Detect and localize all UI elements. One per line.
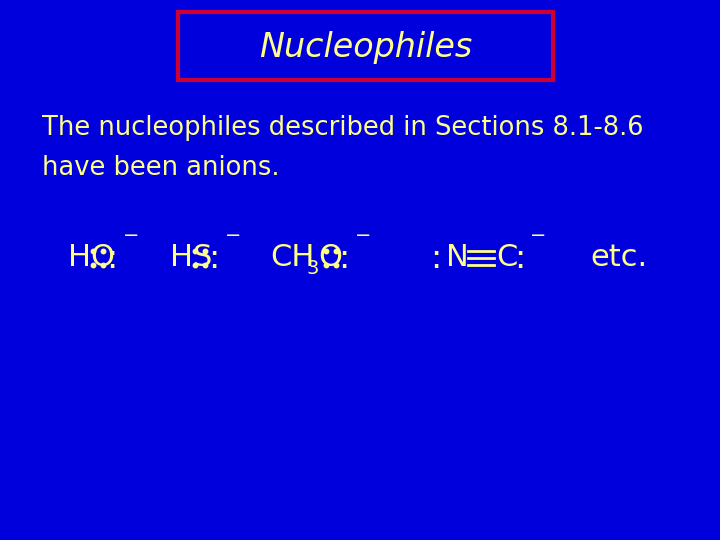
Text: The nucleophiles described in Sections 8.1-8.6: The nucleophiles described in Sections 8… [42,115,644,141]
Text: HO: HO [68,244,115,273]
Text: :: : [338,241,349,274]
Text: HS: HS [170,244,212,273]
Text: have been anions.: have been anions. [42,155,279,181]
Text: etc.: etc. [590,244,647,273]
Text: N: N [446,244,469,273]
Text: CH: CH [270,244,315,273]
Text: C: C [496,244,518,273]
Text: −: − [123,226,140,246]
Text: :: : [430,241,441,274]
Text: −: − [530,226,546,246]
Text: 3: 3 [306,259,318,278]
Text: −: − [225,226,241,246]
Bar [178,12,553,80]
Text: :: : [208,241,220,274]
Text: Nucleophiles: Nucleophiles [259,31,472,64]
Text: O: O [318,244,342,273]
Text: :: : [106,241,117,274]
Text: :: : [514,241,526,274]
Text: −: − [355,226,372,246]
